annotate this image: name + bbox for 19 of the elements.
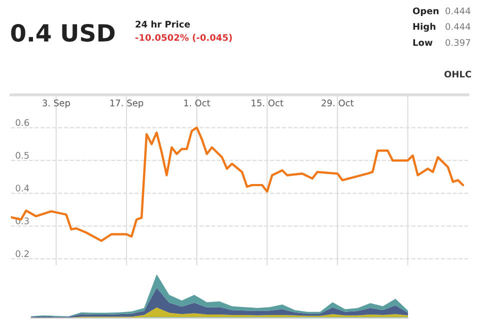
- x-tick-label: 15. Oct: [252, 100, 284, 106]
- chart-title: 0.4 USD: [11, 24, 115, 42]
- text: Open: [412, 7, 438, 16]
- x-tick-label: 1. Oct: [184, 100, 210, 106]
- y-tick-label: 0.5: [16, 152, 29, 159]
- text: OHLC: [444, 70, 472, 78]
- text: 0.444: [446, 23, 470, 30]
- y-tick-label: 0.2: [16, 250, 29, 258]
- text: 0.444: [446, 7, 470, 14]
- y-tick-label: 0.6: [16, 119, 29, 126]
- text: Low: [413, 39, 432, 46]
- text: -10.0502% (-0.045): [135, 34, 232, 42]
- text: High: [413, 22, 436, 32]
- chart-subtitle: 24 hr Price: [136, 20, 190, 28]
- y-tick-label: 0.4: [16, 184, 30, 192]
- x-tick-label: 3. Sep: [42, 100, 70, 108]
- x-tick-label: 17. Sep: [110, 100, 144, 108]
- text: 0.397: [446, 39, 470, 46]
- x-tick-label: 29. Oct: [322, 100, 354, 106]
